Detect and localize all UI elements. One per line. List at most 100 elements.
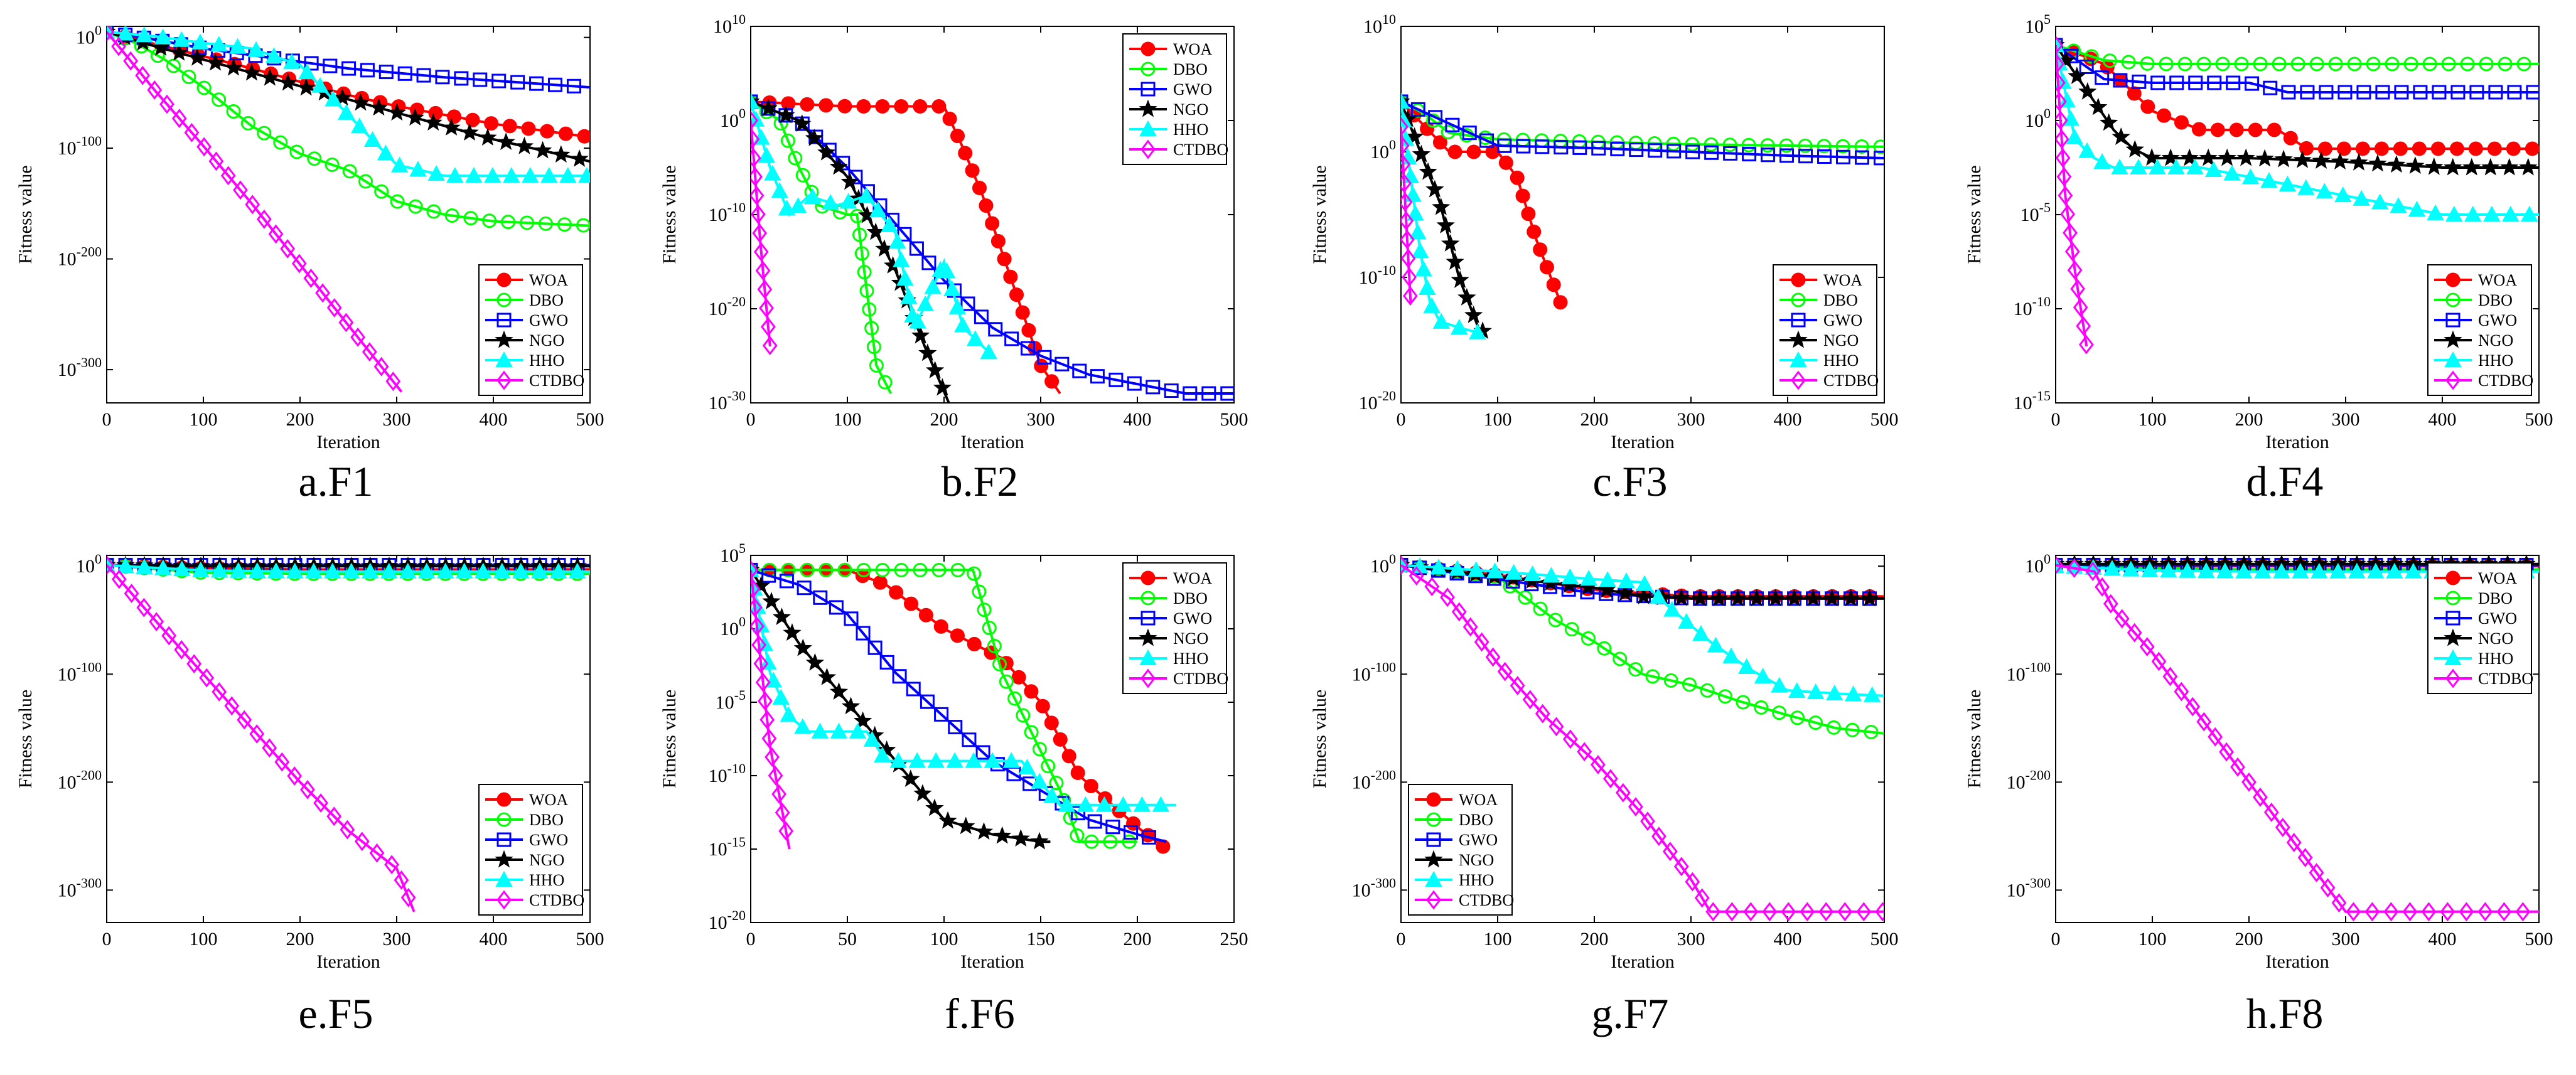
data-point-hho [363, 131, 382, 147]
data-point-ctdbo [2114, 609, 2130, 629]
legend-marker-gwo [1140, 82, 1156, 97]
data-point-ngo [242, 63, 261, 81]
data-point-ngo [387, 103, 407, 121]
data-point-dbo [781, 562, 796, 577]
data-point-ctdbo [762, 336, 778, 356]
data-point-ctdbo [759, 298, 774, 318]
series-ctdbo [107, 555, 416, 912]
data-point-dbo [2422, 56, 2437, 72]
data-point-dbo [2159, 56, 2174, 72]
data-point-woa [2157, 108, 2172, 123]
data-point-gwo [975, 745, 990, 760]
legend-item-gwo: GWO [485, 311, 568, 329]
data-point-hho [1043, 787, 1061, 803]
data-point-ctdbo [2402, 902, 2418, 922]
data-point-woa [950, 628, 965, 643]
data-point-ctdbo [1474, 632, 1489, 652]
data-point-ctdbo [280, 238, 296, 259]
x-tick-label: 400 [2428, 929, 2457, 949]
data-point-ctdbo [759, 710, 775, 730]
data-point-ctdbo [2459, 902, 2474, 922]
data-point-ctdbo [174, 639, 190, 660]
data-point-dbo [832, 205, 847, 220]
data-point-hho [965, 752, 982, 768]
data-point-ctdbo [751, 560, 758, 580]
legend-box [1122, 33, 1227, 165]
data-point-gwo [2375, 85, 2390, 100]
data-point-woa [465, 112, 480, 127]
series-hho [107, 556, 590, 579]
data-point-gwo [962, 732, 977, 747]
x-tick-label: 200 [1580, 929, 1609, 949]
legend-item-hho: HHO [2434, 649, 2513, 668]
data-point-hho [2141, 561, 2159, 577]
legend-item-hho: HHO [485, 870, 564, 889]
data-point-dbo [2309, 56, 2324, 72]
data-point-gwo [1071, 806, 1086, 821]
data-point-ctdbo [2346, 902, 2361, 922]
legend-box [478, 784, 583, 916]
data-point-ngo [776, 105, 795, 124]
data-point-ctdbo [1628, 797, 1643, 816]
legend-marker-woa [496, 792, 512, 807]
data-point-gwo [1629, 142, 1644, 158]
legend-marker-gwo [1791, 313, 1806, 328]
data-point-woa [2449, 141, 2464, 156]
data-point-ngo [2349, 152, 2368, 171]
data-point-ngo [925, 360, 945, 378]
legend-item-woa: WOA [1129, 40, 1212, 58]
y-tick-label: 10-10 [2014, 294, 2051, 319]
legend-box [2427, 264, 2532, 396]
data-point-hho [751, 561, 759, 577]
data-point-gwo [416, 68, 431, 83]
legend-item-ctdbo: CTDBO [1415, 890, 1514, 910]
data-point-hho [881, 216, 898, 233]
y-axis-label: Fitness value [1964, 690, 1985, 789]
data-point-hho [2093, 152, 2111, 169]
data-point-hho [1788, 682, 1806, 698]
legend-item-gwo: GWO [1129, 80, 1212, 99]
data-point-ctdbo [2241, 772, 2257, 792]
legend-item-hho: HHO [2434, 351, 2513, 370]
data-point-ngo [1446, 252, 1464, 270]
legend-label: NGO [529, 851, 564, 869]
series-ngo [751, 560, 1051, 850]
data-point-woa [933, 619, 948, 634]
data-point-hho [351, 117, 368, 134]
data-point-ngo [515, 136, 534, 154]
x-tick-label: 300 [383, 409, 411, 430]
series-ngo [2056, 35, 2539, 176]
data-point-woa [931, 99, 947, 114]
legend-marker-woa [2445, 272, 2461, 287]
data-point-ngo [333, 88, 352, 106]
data-point-dbo [1070, 828, 1085, 843]
data-point-ngo [866, 222, 885, 240]
data-point-hho [1058, 796, 1076, 812]
data-point-dbo [2385, 56, 2400, 72]
data-point-woa [2174, 115, 2189, 130]
data-point-ctdbo [755, 260, 771, 281]
series-line-dbo [1401, 564, 1884, 735]
data-point-ctdbo [1800, 902, 1815, 922]
legend-label: DBO [1459, 811, 1493, 829]
data-point-ctdbo [2056, 54, 2064, 74]
data-point-woa [781, 96, 796, 111]
data-point-ctdbo [1510, 676, 1525, 695]
x-axis-label: Iteration [316, 432, 380, 452]
data-point-ctdbo [2185, 697, 2201, 717]
data-point-woa [913, 99, 928, 114]
data-point-dbo [866, 340, 881, 355]
data-point-hho [228, 38, 247, 54]
data-point-hho [559, 167, 577, 183]
data-point-hho [1415, 260, 1432, 277]
data-point-ngo [759, 99, 778, 117]
data-point-hho [1407, 205, 1424, 221]
data-point-gwo [909, 241, 924, 256]
data-point-ngo [1011, 829, 1030, 847]
data-point-gwo [1610, 141, 1625, 156]
data-point-ctdbo [775, 803, 790, 823]
data-point-hho [2149, 158, 2166, 174]
data-point-ctdbo [1781, 902, 1796, 922]
data-point-ngo [369, 98, 389, 116]
data-point-hho [210, 36, 228, 52]
